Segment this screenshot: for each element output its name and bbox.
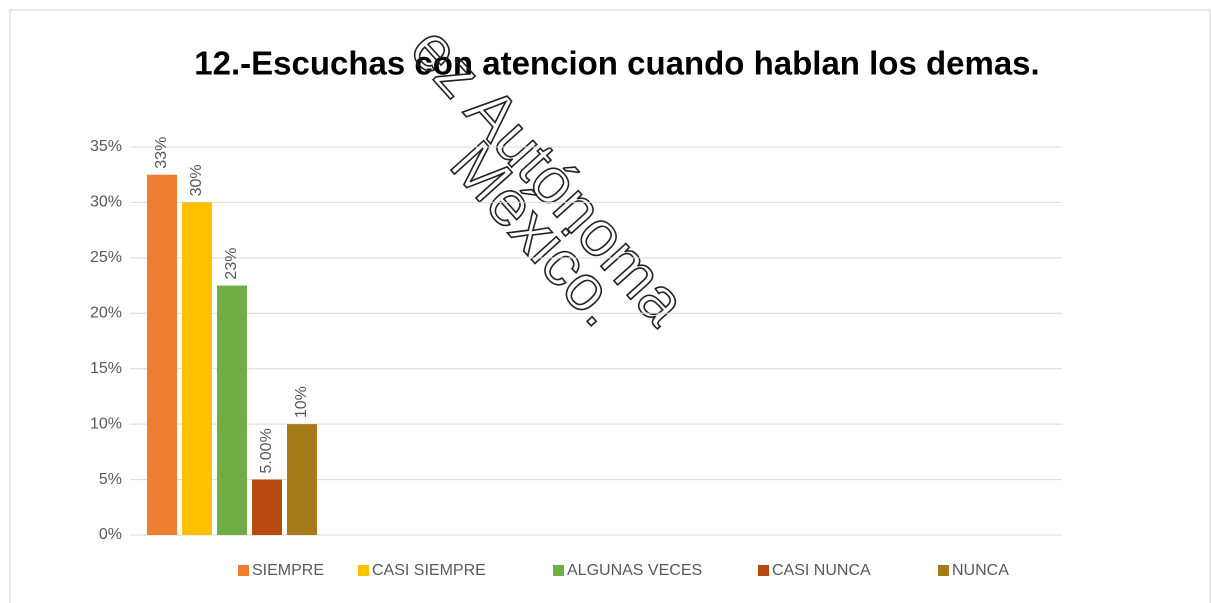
data-label: 30%: [188, 164, 205, 196]
bar: [287, 424, 317, 535]
data-label: 33%: [153, 137, 170, 169]
data-label: 23%: [223, 248, 240, 280]
bar: [182, 202, 212, 535]
bar: [252, 479, 282, 535]
legend-swatch: [553, 565, 564, 576]
chart-title: 12.-Escuchas con atencion cuando hablan …: [194, 45, 1039, 82]
y-tick-label: 0%: [99, 526, 122, 543]
y-tick-label: 30%: [90, 194, 122, 211]
y-tick-label: 35%: [90, 138, 122, 155]
legend-swatch: [238, 565, 249, 576]
legend-swatch: [938, 565, 949, 576]
legend-swatch: [758, 565, 769, 576]
y-tick-label: 25%: [90, 249, 122, 266]
bar: [147, 174, 177, 535]
y-tick-label: 10%: [90, 415, 122, 432]
data-label: 5.00%: [258, 428, 275, 473]
legend-label: CASI NUNCA: [772, 562, 871, 579]
legend-label: NUNCA: [952, 562, 1009, 579]
y-tick-label: 5%: [99, 471, 122, 488]
y-tick-label: 20%: [90, 305, 122, 322]
y-tick-label: 15%: [90, 360, 122, 377]
legend-label: ALGUNAS VECES: [567, 562, 702, 579]
bar: [217, 285, 247, 535]
legend-swatch: [358, 565, 369, 576]
legend-label: SIEMPRE: [252, 562, 324, 579]
legend-label: CASI SIEMPRE: [372, 562, 486, 579]
data-label: 10%: [293, 386, 310, 418]
